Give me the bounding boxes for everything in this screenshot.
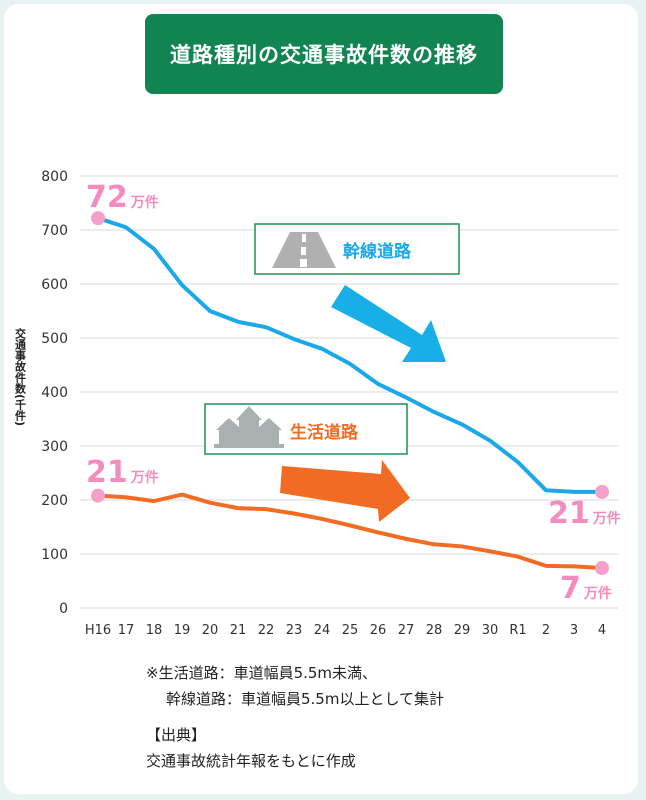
x-tick-label: 25 — [342, 623, 359, 638]
x-tick-label: 17 — [118, 623, 135, 638]
endpoint-marker — [595, 561, 609, 576]
y-tick-label: 400 — [41, 385, 68, 401]
x-tick-label: 28 — [426, 623, 443, 638]
chart-title: 道路種別の交通事故件数の推移 — [145, 14, 503, 94]
endpoint-marker — [91, 488, 105, 503]
series-line-trunk — [96, 216, 604, 494]
source-heading: 【出典】 — [146, 726, 207, 744]
y-tick-label: 800 — [41, 169, 68, 185]
houses-icon — [214, 406, 284, 448]
x-tick-label: 30 — [482, 623, 499, 638]
x-tick-label: 2 — [542, 623, 550, 638]
x-tick-label: 22 — [258, 623, 275, 638]
x-tick-label: 29 — [454, 623, 471, 638]
x-tick-label: 18 — [146, 623, 163, 638]
y-tick-label: 500 — [41, 331, 68, 347]
y-tick-label: 300 — [41, 439, 68, 455]
y-tick-label: 200 — [41, 493, 68, 509]
label-life-end: 7 万件 — [560, 571, 612, 606]
note-line-2: 幹線道路：車道幅員5.5m以上として集計 — [166, 690, 445, 708]
footnotes: ※生活道路：車道幅員5.5m未満、 幹線道路：車道幅員5.5m以上として集計 【… — [146, 660, 444, 774]
label-trunk-end: 21 万件 — [548, 496, 621, 531]
x-tick-label: 27 — [398, 623, 415, 638]
legend-life: 生活道路 — [204, 403, 408, 455]
endpoint-marker — [595, 484, 609, 499]
label-trunk-start: 72 万件 — [86, 180, 159, 215]
y-tick-label: 600 — [41, 277, 68, 293]
down-trend-arrow-icon — [331, 285, 446, 362]
y-tick-label: 0 — [59, 601, 68, 617]
y-tick-label: 100 — [41, 547, 68, 563]
x-tick-label: 23 — [286, 623, 303, 638]
legend-trunk-label: 幹線道路 — [343, 241, 412, 262]
x-tick-label: 21 — [230, 623, 247, 638]
line-chart: 0 100 200 300 400 500 600 700 800 H16 17 18 19 20 21 2… — [14, 169, 621, 638]
label-life-start: 21 万件 — [86, 455, 159, 490]
x-tick-label: 4 — [598, 623, 606, 638]
source-text: 交通事故統計年報をもとに作成 — [146, 752, 356, 770]
x-tick-label: 20 — [202, 623, 219, 638]
road-icon — [272, 232, 336, 268]
x-tick-label: 24 — [314, 623, 331, 638]
chart-card — [4, 4, 638, 794]
endpoint-marker — [91, 211, 105, 226]
note-line-1: ※生活道路：車道幅員5.5m未満、 — [146, 664, 378, 682]
legend-trunk: 幹線道路 — [254, 223, 460, 275]
series-line-life — [96, 492, 604, 571]
x-tick-label: H16 — [85, 623, 111, 638]
y-axis-label: 交通事故件数(千件) — [14, 327, 27, 426]
x-tick-label: 19 — [174, 623, 191, 638]
x-tick-label: 3 — [570, 623, 578, 638]
legend-life-label: 生活道路 — [290, 422, 359, 443]
x-tick-label: R1 — [509, 623, 526, 638]
y-tick-label: 700 — [41, 223, 68, 239]
right-trend-arrow-icon — [280, 460, 410, 522]
x-tick-label: 26 — [370, 623, 387, 638]
